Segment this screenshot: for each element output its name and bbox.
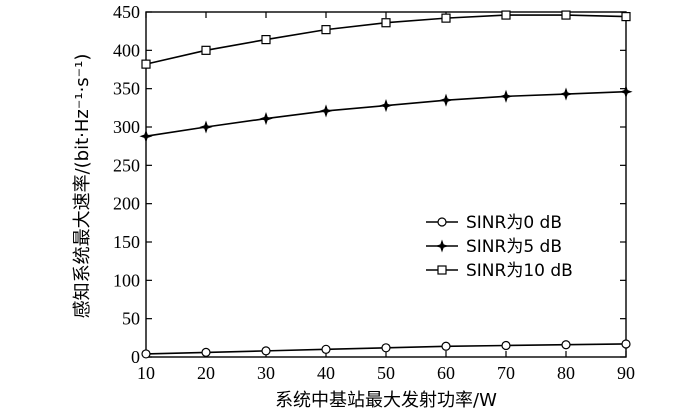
data-point [499,89,513,103]
x-tick-label: 10 [137,363,155,383]
legend-label: SINR为5 dB [466,237,562,257]
axes: 10 20 30 40 50 60 70 80 90 0 50 100 150 200 250 300 350 4… [113,2,635,383]
data-point [259,112,273,126]
legend-marker [437,265,447,275]
legend-marker [437,217,447,227]
data-point [439,93,453,107]
x-tick-label: 40 [317,363,335,383]
legend: SINR为0 dB SINR为5 dB SINR为10 dB [426,213,573,281]
y-tick-label: 400 [113,40,140,60]
y-tick-label: 100 [113,270,140,290]
data-point [141,349,151,359]
series-star [139,85,633,143]
y-tick-label: 50 [122,309,140,329]
data-point [261,34,271,45]
data-point [441,13,451,23]
y-tick-label: 250 [113,155,140,175]
data-point [139,129,153,143]
data-point [441,341,451,351]
x-tick-label: 30 [257,363,275,383]
data-point [559,87,573,101]
data-point [501,10,511,20]
series-line [145,90,627,137]
data-point [199,120,213,134]
x-tick-label: 60 [437,363,455,383]
data-point [201,45,211,55]
plot-frame [145,11,627,358]
x-tick-label: 70 [497,363,515,383]
data-point [141,59,151,69]
series-group [139,10,633,359]
data-point [201,347,211,357]
data-point [379,98,393,113]
series-circle [141,339,631,359]
y-tick-label: 450 [113,2,140,22]
legend-label: SINR为0 dB [466,213,562,233]
data-point [381,18,391,28]
data-point [381,343,391,353]
y-tick-label: 200 [113,194,140,214]
data-point [321,25,331,35]
y-axis-title: 感知系统最大速率/(bit·Hz⁻¹·s⁻¹) [72,54,93,319]
plot-area [145,11,627,358]
data-point [621,11,631,22]
data-point [321,344,331,354]
legend-label: SINR为10 dB [466,261,573,281]
y-tick-label: 300 [113,117,140,137]
data-point [501,340,511,351]
x-tick-label: 90 [617,363,635,383]
data-point [261,346,271,356]
y-tick-label: 0 [131,347,140,367]
x-tick-label: 50 [377,363,395,383]
data-point [619,85,633,99]
data-point [319,104,333,118]
x-tick-label: 20 [197,363,215,383]
data-point [561,340,571,350]
data-point [621,339,631,349]
data-point [561,10,571,20]
x-tick-label: 80 [557,363,575,383]
y-tick-label: 150 [113,232,140,252]
x-axis-title: 系统中基站最大发射功率/W [275,390,497,411]
y-tick-label: 350 [113,79,140,99]
legend-marker [435,239,449,253]
series-square [141,10,631,69]
